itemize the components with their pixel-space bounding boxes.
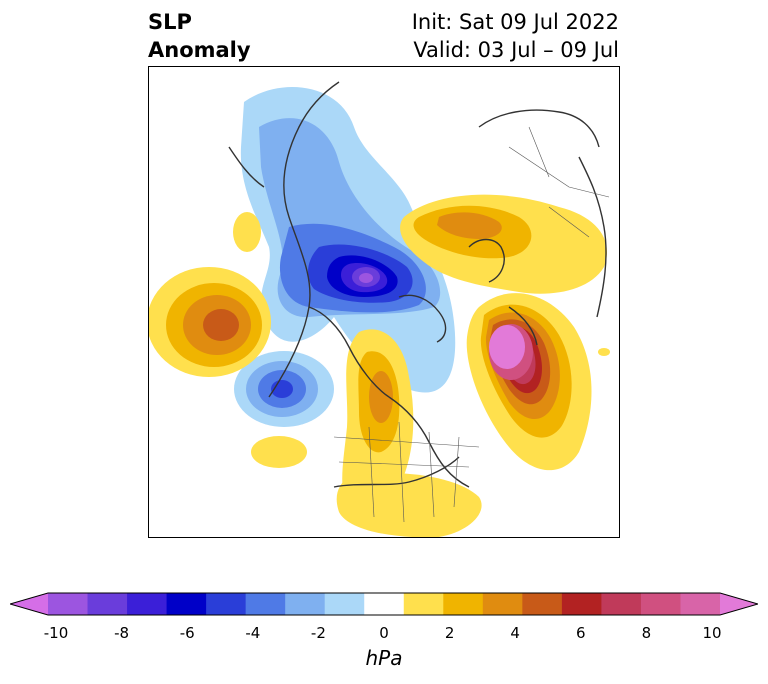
colorbar-cell <box>640 593 681 615</box>
colorbar-cell <box>403 593 444 615</box>
colorbar-tick-label: -2 <box>310 624 326 642</box>
yellow-patch <box>598 348 610 356</box>
colorbar-min-extension <box>10 593 48 615</box>
borders <box>333 126 610 523</box>
north-pacific-high <box>149 267 271 377</box>
colorbar-cell <box>166 593 207 615</box>
colorbar-tick-label: 4 <box>510 624 520 642</box>
colorbar-label: hPa <box>365 646 403 670</box>
colorbar-tick-label: -4 <box>245 624 261 642</box>
coastlines <box>228 81 607 488</box>
colorbar-cell <box>245 593 286 615</box>
colorbar-cell <box>87 593 128 615</box>
colorbar-tick-label: 2 <box>444 624 455 642</box>
colorbar-tick-label: 8 <box>641 624 652 642</box>
pacific-low-region <box>234 351 334 427</box>
colorbar-tick-label: 0 <box>379 624 389 642</box>
slp-anomaly-map <box>149 67 619 537</box>
colorbar-cell <box>680 593 721 615</box>
map-dates: Init: Sat 09 Jul 2022 Valid: 03 Jul – 09… <box>412 8 619 64</box>
map-panel <box>148 66 620 538</box>
colorbar-cell <box>48 593 89 615</box>
yellow-patch <box>233 212 261 252</box>
colorbar-cell <box>364 593 405 615</box>
arctic-high <box>400 194 607 294</box>
title-slp: SLP <box>148 10 192 34</box>
valid-range: Valid: 03 Jul – 09 Jul <box>413 38 619 62</box>
colorbar-tick-label: -10 <box>43 624 69 642</box>
colorbar-cell <box>561 593 602 615</box>
colorbar <box>10 592 758 616</box>
colorbar-max-extension <box>720 593 758 615</box>
north-atlantic-high <box>466 293 592 471</box>
colorbar-tick-label: 6 <box>576 624 586 642</box>
colorbar-cell <box>482 593 523 615</box>
colorbar-cell <box>324 593 365 615</box>
colorbar-cell <box>285 593 326 615</box>
yellow-patch <box>251 436 307 468</box>
colorbar-cell <box>127 593 168 615</box>
negative-anomaly-region <box>240 87 456 393</box>
colorbar-cell <box>522 593 563 615</box>
init-date: Init: Sat 09 Jul 2022 <box>411 10 619 34</box>
colorbar-tick-label: -8 <box>114 624 130 642</box>
colorbar-cell <box>601 593 642 615</box>
colorbar-cell <box>206 593 247 615</box>
colorbar-tick-label: -6 <box>179 624 195 642</box>
title-anomaly: Anomaly <box>148 38 251 62</box>
colorbar-tick-label: 10 <box>702 624 722 642</box>
map-title: SLP Anomaly <box>148 8 251 64</box>
colorbar-cell <box>443 593 484 615</box>
